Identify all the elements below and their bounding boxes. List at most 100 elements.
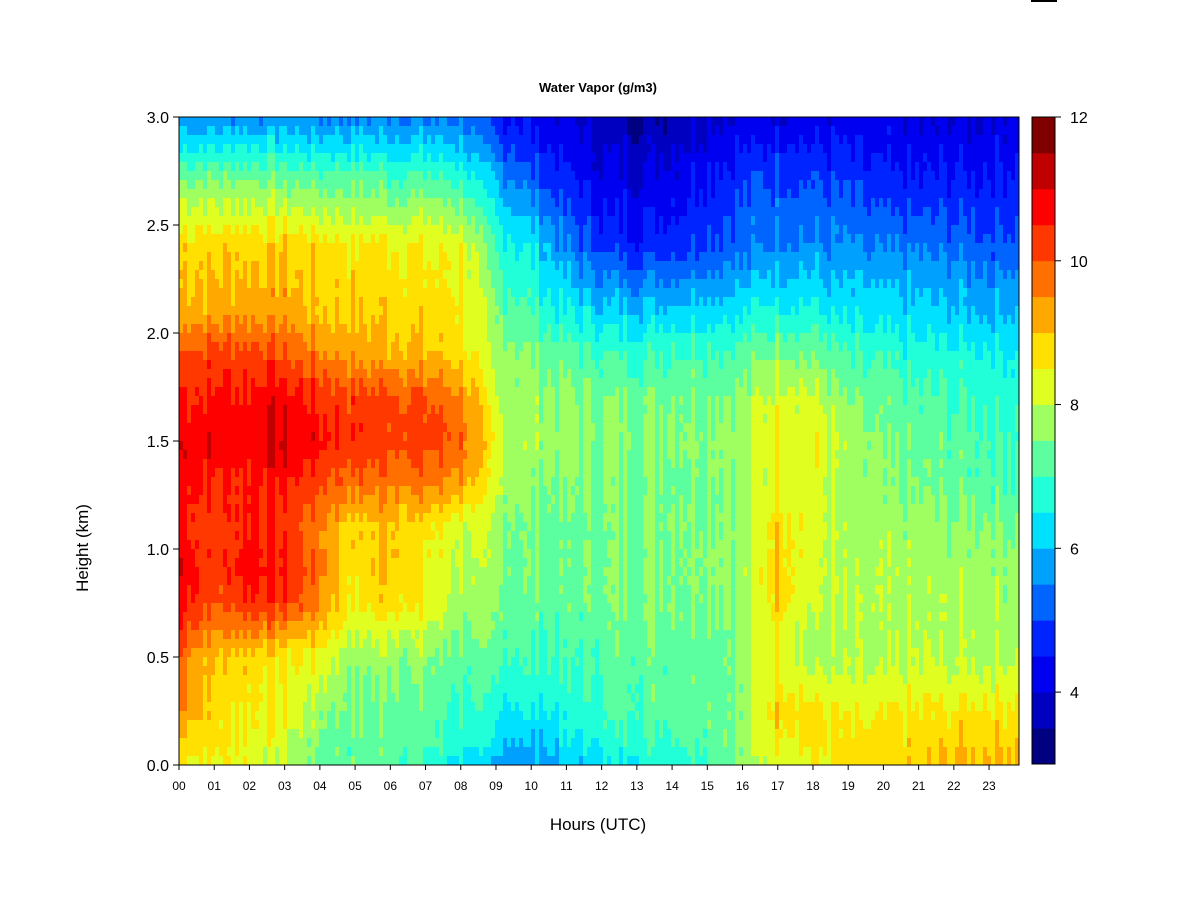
heatmap-cell: [723, 234, 728, 244]
heatmap-cell: [643, 225, 648, 235]
heatmap-cell: [343, 279, 348, 289]
heatmap-cell: [807, 117, 812, 127]
heatmap-cell: [303, 189, 308, 199]
heatmap-cell: [1007, 297, 1012, 307]
heatmap-cell: [723, 216, 728, 226]
heatmap-cell: [619, 171, 624, 181]
heatmap-cell: [807, 189, 812, 199]
heatmap-cell: [243, 270, 248, 280]
heatmap-cell: [567, 324, 572, 334]
heatmap-cell: [375, 297, 380, 307]
heatmap-cell: [647, 288, 652, 298]
heatmap-cell: [583, 162, 588, 172]
heatmap-cell: [715, 297, 720, 307]
heatmap-cell: [799, 117, 804, 127]
heatmap-cell: [527, 243, 532, 253]
heatmap-cell: [491, 180, 496, 190]
heatmap-cell: [843, 297, 848, 307]
heatmap-cell: [315, 270, 320, 280]
heatmap-cell: [823, 297, 828, 307]
heatmap-cell: [767, 270, 772, 280]
heatmap-cell: [739, 198, 744, 208]
heatmap-cell: [519, 324, 524, 334]
heatmap-cell: [491, 324, 496, 334]
heatmap-cell: [375, 198, 380, 208]
heatmap-cell: [451, 189, 456, 199]
heatmap-cell: [415, 216, 420, 226]
heatmap-cell: [719, 126, 724, 136]
heatmap-cell: [1007, 225, 1012, 235]
heatmap-cell: [307, 171, 312, 181]
heatmap-cell: [491, 288, 496, 298]
heatmap-cell: [731, 162, 736, 172]
heatmap-cell: [459, 270, 464, 280]
heatmap-cell: [783, 117, 788, 127]
heatmap-cell: [243, 180, 248, 190]
heatmap-cell: [635, 198, 640, 208]
heatmap-cell: [719, 171, 724, 181]
heatmap-cell: [911, 261, 916, 271]
heatmap-cell: [663, 180, 668, 190]
heatmap-cell: [267, 126, 272, 136]
heatmap-cell: [491, 225, 496, 235]
heatmap-cell: [843, 288, 848, 298]
heatmap-cell: [187, 297, 192, 307]
heatmap-cell: [859, 297, 864, 307]
heatmap-cell: [179, 162, 184, 172]
heatmap-cell: [743, 198, 748, 208]
heatmap-cell: [795, 225, 800, 235]
heatmap-cell: [447, 162, 452, 172]
heatmap-cell: [331, 153, 336, 163]
heatmap-cell: [723, 252, 728, 262]
heatmap-cell: [847, 216, 852, 226]
heatmap-cell: [303, 252, 308, 262]
heatmap-cell: [839, 189, 844, 199]
heatmap-cell: [555, 324, 560, 334]
heatmap-cell: [407, 270, 412, 280]
heatmap-cell: [727, 225, 732, 235]
heatmap-cell: [923, 189, 928, 199]
heatmap-cell: [795, 117, 800, 127]
heatmap-cell: [419, 288, 424, 298]
heatmap-cell: [399, 171, 404, 181]
heatmap-cell: [515, 189, 520, 199]
heatmap-cell: [599, 270, 604, 280]
heatmap-cell: [711, 225, 716, 235]
heatmap-cell: [379, 243, 384, 253]
heatmap-cell: [799, 162, 804, 172]
heatmap-cell: [575, 162, 580, 172]
heatmap-cell: [899, 288, 904, 298]
heatmap-cell: [943, 126, 948, 136]
heatmap-cell: [331, 216, 336, 226]
heatmap-cell: [971, 153, 976, 163]
heatmap-cell: [279, 117, 284, 127]
heatmap-cell: [815, 126, 820, 136]
heatmap-cell: [431, 135, 436, 145]
heatmap-cell: [443, 207, 448, 217]
heatmap-cell: [827, 117, 832, 127]
heatmap-cell: [199, 252, 204, 262]
heatmap-cell: [267, 261, 272, 271]
heatmap-cell: [483, 288, 488, 298]
heatmap-cell: [955, 135, 960, 145]
heatmap-cell: [735, 279, 740, 289]
heatmap-cell: [615, 288, 620, 298]
heatmap-cell: [731, 216, 736, 226]
heatmap-cell: [303, 216, 308, 226]
heatmap-cell: [371, 162, 376, 172]
heatmap-cell: [875, 198, 880, 208]
heatmap-cell: [831, 198, 836, 208]
heatmap-cell: [1007, 261, 1012, 271]
heatmap-cell: [1011, 135, 1016, 145]
heatmap-cell: [387, 306, 392, 316]
heatmap-cell: [951, 126, 956, 136]
heatmap-cell: [279, 315, 284, 325]
heatmap-cell: [971, 270, 976, 280]
heatmap-cell: [263, 243, 268, 253]
heatmap-cell: [195, 189, 200, 199]
heatmap-cell: [551, 234, 556, 244]
heatmap-cell: [563, 324, 568, 334]
heatmap-cell: [819, 234, 824, 244]
heatmap-cell: [227, 297, 232, 307]
heatmap-cell: [803, 117, 808, 127]
